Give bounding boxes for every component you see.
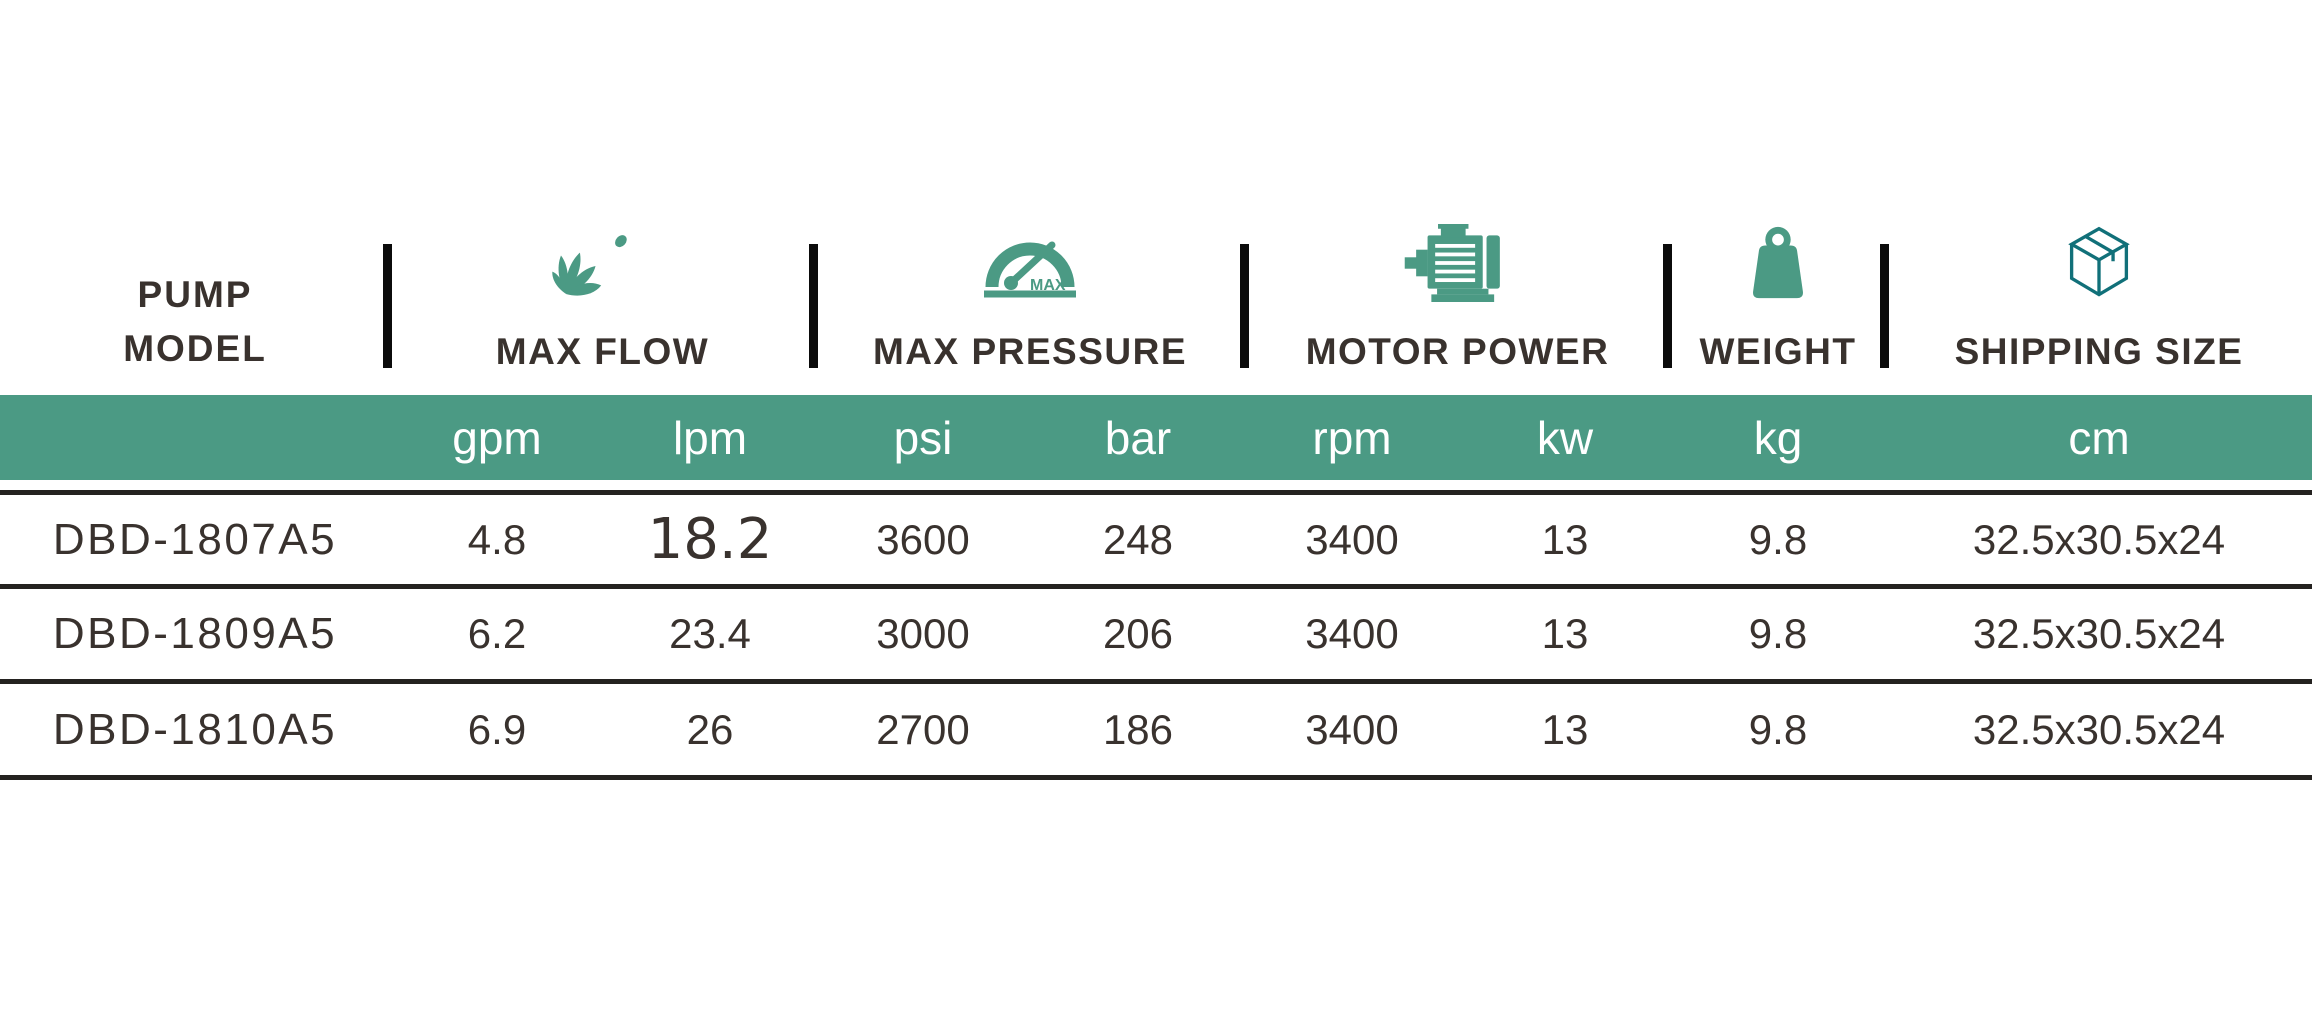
header-label-max-pressure: MAX PRESSURE bbox=[872, 331, 1188, 372]
header-group-motor-power: MOTOR POWER bbox=[1245, 224, 1670, 370]
unit-lpm: lpm bbox=[672, 411, 748, 464]
pressure-gauge-icon: MAX bbox=[979, 224, 1081, 304]
table-row: DBD-1807A5 4.8 18.2 3600 248 3400 13 9.8… bbox=[0, 495, 2312, 584]
unit-psi: psi bbox=[893, 411, 953, 464]
unit-kw: kw bbox=[1536, 411, 1594, 464]
cell-bar: 206 bbox=[1102, 610, 1174, 657]
unit-rpm: rpm bbox=[1312, 411, 1392, 464]
cell-bar: 186 bbox=[1102, 705, 1174, 753]
cell-pump-model: DBD-1807A5 bbox=[52, 514, 338, 564]
cell-lpm: 23.4 bbox=[669, 610, 751, 657]
cell-psi: 2700 bbox=[876, 705, 970, 753]
pump-model-header-line2: MODEL bbox=[123, 328, 267, 369]
table-row: DBD-1809A5 6.2 23.4 3000 206 3400 13 9.8… bbox=[0, 589, 2312, 679]
unit-kg: kg bbox=[1753, 411, 1803, 464]
column-divider bbox=[1663, 244, 1672, 368]
units-header-band: gpm lpm psi bar rpm kw kg cm bbox=[0, 395, 2312, 480]
cell-lpm: 18.2 bbox=[647, 507, 773, 572]
column-divider bbox=[1240, 244, 1249, 368]
header-label-weight: WEIGHT bbox=[1699, 331, 1857, 372]
cell-psi: 3000 bbox=[876, 610, 970, 657]
pump-model-header-line1: PUMP bbox=[137, 274, 253, 315]
unit-bar: bar bbox=[1104, 411, 1172, 464]
header-group-max-pressure: MAX MAX PRESSURE bbox=[815, 224, 1245, 370]
horizontal-rule bbox=[0, 490, 2312, 495]
cell-kg: 9.8 bbox=[1748, 705, 1808, 753]
cell-kg: 9.8 bbox=[1748, 610, 1808, 657]
header-group-shipping-size: SHIPPING SIZE bbox=[1886, 224, 2312, 370]
electric-motor-icon bbox=[1402, 224, 1514, 302]
cell-shipping-size: 32.5x30.5x24 bbox=[1972, 610, 2226, 657]
cell-gpm: 4.8 bbox=[467, 515, 527, 563]
column-divider bbox=[1880, 244, 1889, 368]
unit-gpm: gpm bbox=[452, 411, 542, 464]
horizontal-rule bbox=[0, 679, 2312, 684]
column-divider bbox=[383, 244, 392, 368]
header-label-max-flow: MAX FLOW bbox=[495, 331, 710, 372]
cell-bar: 248 bbox=[1102, 515, 1174, 563]
cell-kw: 13 bbox=[1541, 610, 1589, 657]
cell-gpm: 6.2 bbox=[467, 610, 527, 657]
cell-shipping-size: 32.5x30.5x24 bbox=[1972, 705, 2226, 753]
cell-rpm: 3400 bbox=[1305, 515, 1399, 563]
cell-kg: 9.8 bbox=[1748, 515, 1808, 563]
cell-gpm: 6.9 bbox=[467, 705, 527, 753]
unit-cm: cm bbox=[2068, 411, 2130, 464]
horizontal-rule bbox=[0, 584, 2312, 589]
cell-shipping-size: 32.5x30.5x24 bbox=[1972, 515, 2226, 563]
cell-psi: 3600 bbox=[876, 515, 970, 563]
pump-model-header: PUMP MODEL bbox=[0, 268, 390, 376]
header-group-max-flow: MAX FLOW bbox=[390, 224, 815, 370]
horizontal-rule bbox=[0, 775, 2312, 780]
kettlebell-weight-icon bbox=[1737, 224, 1819, 302]
header-group-weight: WEIGHT bbox=[1670, 224, 1886, 370]
cell-kw: 13 bbox=[1541, 515, 1589, 563]
cell-pump-model: DBD-1810A5 bbox=[52, 704, 338, 754]
cell-lpm: 26 bbox=[686, 705, 734, 753]
column-divider bbox=[809, 244, 818, 368]
cell-kw: 13 bbox=[1541, 705, 1589, 753]
header-label-motor-power: MOTOR POWER bbox=[1305, 331, 1610, 372]
water-splash-icon bbox=[551, 224, 654, 298]
shipping-box-icon bbox=[2062, 224, 2136, 300]
table-row: DBD-1810A5 6.9 26 2700 186 3400 13 9.8 3… bbox=[0, 684, 2312, 775]
cell-pump-model: DBD-1809A5 bbox=[52, 609, 338, 658]
cell-rpm: 3400 bbox=[1305, 705, 1399, 753]
cell-rpm: 3400 bbox=[1305, 610, 1399, 657]
header-label-shipping-size: SHIPPING SIZE bbox=[1954, 331, 2244, 372]
gauge-max-text: MAX bbox=[1030, 277, 1066, 294]
